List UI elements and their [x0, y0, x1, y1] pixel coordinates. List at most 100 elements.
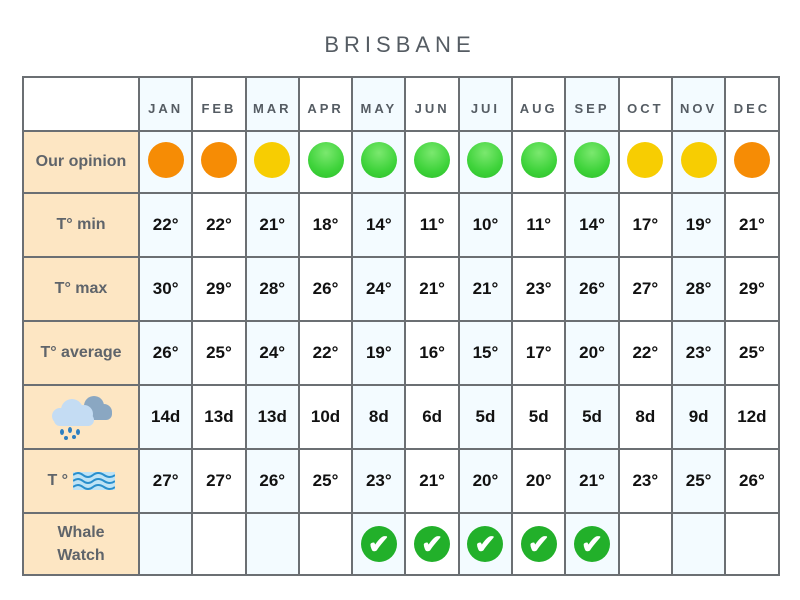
rain-cell: 8d	[617, 384, 673, 450]
tmax-value: 26°	[579, 279, 605, 298]
rain-cell: 9d	[670, 384, 727, 450]
tmin-value: 19°	[685, 215, 712, 234]
tmax-cell: 28°	[244, 256, 300, 322]
tmin-cell: 11°	[404, 192, 460, 258]
opinion-cell	[244, 130, 300, 194]
opinion-cell	[724, 130, 780, 194]
header-cell: OCT	[617, 76, 673, 132]
whale-cell: ✔	[564, 512, 620, 576]
tmax-cell: 21°	[457, 256, 514, 322]
whale-cell	[244, 512, 300, 576]
whale-cell	[191, 512, 247, 576]
tmax-cell: 29°	[191, 256, 247, 322]
header-cell: JUN	[404, 76, 460, 132]
check-icon: ✔	[574, 526, 611, 562]
sea-cell: 20°	[511, 448, 567, 514]
whale-cell	[617, 512, 673, 576]
tmin-cell: 11°	[511, 192, 567, 258]
sea-temp-value: 26°	[259, 471, 286, 490]
header-cell: APR	[297, 76, 354, 132]
tmax-label-cell: T° max	[22, 256, 140, 322]
check-icon: ✔	[520, 526, 557, 562]
rain-cell: 6d	[404, 384, 460, 450]
tmin-value: 10°	[472, 215, 499, 234]
rain-days-value: 5d	[528, 407, 549, 426]
header-cell: FEB	[191, 76, 247, 132]
sea-cell: 23°	[617, 448, 673, 514]
whale-cell	[670, 512, 727, 576]
month-label: APR	[307, 100, 344, 116]
check-icon: ✔	[360, 526, 397, 562]
opinion-row: Our opinion	[22, 130, 780, 194]
whale-cell	[297, 512, 354, 576]
sea-cell: 21°	[404, 448, 460, 514]
sea-temp-value: 20°	[525, 471, 552, 490]
month-label: MAR	[252, 100, 292, 116]
opinion-green-dot-icon	[360, 141, 397, 178]
rain-days-value: 12d	[737, 407, 767, 426]
rain-days-value: 14d	[151, 407, 181, 426]
opinion-orange-dot-icon	[733, 141, 770, 178]
tmin-value: 14°	[579, 215, 605, 234]
tavg-value: 22°	[632, 343, 659, 362]
sea-cell: 27°	[191, 448, 247, 514]
header-cell: MAR	[244, 76, 300, 132]
rain-row: 14d 13d 13d 10d 8d 6d 5d 5d 5d 8d 9d 12d	[22, 384, 780, 450]
tavg-row: T° average 26° 25° 24° 22° 19° 16° 15° 17° 20° 22°…	[22, 320, 780, 386]
sea-cell: 26°	[244, 448, 300, 514]
tavg-value: 17°	[525, 343, 552, 362]
header-row: JAN FEB MAR APR MAY JUN JUI AUG SEP OCT NOV DEC	[22, 76, 780, 132]
tavg-value: 26°	[152, 343, 179, 362]
month-label: OCT	[627, 100, 664, 116]
tmax-value: 30°	[152, 279, 179, 298]
sea-temp-value: 27°	[206, 471, 232, 490]
opinion-cell	[564, 130, 620, 194]
tmax-value: 23°	[525, 279, 552, 298]
whale-cell	[724, 512, 780, 576]
sea-temp-value: 25°	[685, 471, 712, 490]
page-title: BRISBANE	[324, 32, 476, 57]
tavg-value: 16°	[419, 343, 445, 362]
rain-days-value: 10d	[310, 407, 341, 426]
rain-days-value: 8d	[368, 407, 389, 426]
whale-label: Whale Watch	[57, 524, 105, 564]
tmin-cell: 10°	[457, 192, 514, 258]
opinion-green-dot-icon	[467, 141, 504, 178]
tmax-cell: 28°	[670, 256, 727, 322]
tavg-cell: 22°	[297, 320, 354, 386]
tmax-value: 21°	[472, 279, 499, 298]
tmax-cell: 30°	[137, 256, 194, 322]
sea-cell: 20°	[457, 448, 514, 514]
tmin-cell: 22°	[191, 192, 247, 258]
tmax-cell: 26°	[297, 256, 354, 322]
header-cell: SEP	[564, 76, 620, 132]
tmin-cell: 19°	[670, 192, 727, 258]
whale-row: Whale Watch ✔ ✔ ✔ ✔ ✔	[22, 512, 780, 576]
month-label: NOV	[680, 100, 718, 116]
tmax-value: 29°	[739, 279, 765, 298]
rain-days-value: 5d	[475, 407, 496, 426]
tavg-cell: 19°	[351, 320, 407, 386]
rain-days-value: 5d	[582, 407, 602, 426]
tmax-value: 29°	[206, 279, 232, 298]
tmax-label: T° max	[54, 280, 108, 297]
sea-cell: 21°	[564, 448, 620, 514]
check-icon: ✔	[414, 526, 451, 562]
month-label: JUI	[470, 100, 501, 116]
tmin-value: 17°	[632, 215, 659, 234]
tavg-label-cell: T° average	[22, 320, 140, 386]
tavg-value: 20°	[579, 343, 605, 362]
whale-cell: ✔	[511, 512, 567, 576]
tmax-value: 24°	[365, 279, 392, 298]
header-cell: JAN	[137, 76, 194, 132]
tmax-value: 21°	[419, 279, 445, 298]
sea-temp-value: 21°	[579, 471, 605, 490]
tmax-cell: 21°	[404, 256, 460, 322]
tavg-value: 24°	[259, 343, 286, 362]
tmax-value: 26°	[312, 279, 339, 298]
tavg-label: T° average	[40, 344, 122, 361]
rain-days-value: 6d	[422, 407, 443, 426]
tmax-cell: 24°	[351, 256, 407, 322]
tavg-value: 15°	[472, 343, 499, 362]
header-cell: NOV	[670, 76, 727, 132]
